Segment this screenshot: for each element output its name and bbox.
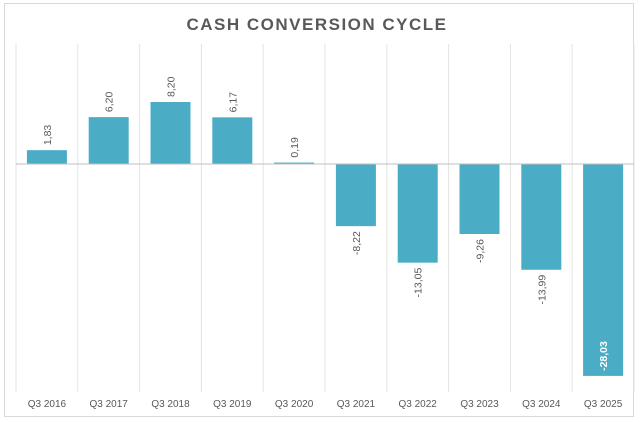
x-tick-label: Q3 2017: [90, 399, 129, 410]
bar: [521, 164, 562, 270]
grid-layer: [15, 44, 635, 392]
bar: [274, 162, 315, 165]
x-tick-label: Q3 2016: [28, 399, 67, 410]
x-tick-label: Q3 2018: [151, 399, 190, 410]
x-tick-label: Q3 2021: [337, 399, 376, 410]
x-tick-label: Q3 2022: [399, 399, 438, 410]
chart-title: CASH CONVERSION CYCLE: [186, 15, 447, 34]
x-tick-label: Q3 2020: [275, 399, 314, 410]
data-label: 8,20: [166, 76, 178, 97]
data-label: -9,26: [475, 239, 487, 263]
bar: [583, 164, 624, 376]
bar: [397, 164, 438, 263]
data-label: 1,83: [42, 125, 54, 146]
data-label-layer: 1,83 6,20 8,20 6,17 0,19 -8,22 -13,05 -9,26 -13,…: [42, 76, 610, 370]
x-tick-label: Q3 2023: [460, 399, 499, 410]
data-label: 6,17: [227, 92, 239, 113]
data-label: -13,05: [413, 268, 425, 298]
data-label: -13,99: [536, 275, 548, 305]
data-label: 6,20: [104, 92, 116, 113]
bar: [212, 117, 253, 164]
x-tick-label: Q3 2019: [213, 399, 252, 410]
bar: [150, 102, 191, 164]
data-label: -28,03: [598, 341, 610, 371]
bar: [88, 117, 129, 164]
bar: [26, 150, 67, 164]
bar: [335, 164, 376, 227]
x-tick-label: Q3 2024: [522, 399, 561, 410]
x-tick-layer: Q3 2016 Q3 2017 Q3 2018 Q3 2019 Q3 2020 Q3 20…: [28, 399, 623, 410]
data-label: -8,22: [351, 231, 363, 255]
x-tick-label: Q3 2025: [584, 399, 623, 410]
bar-layer: [26, 102, 624, 376]
bar: [459, 164, 500, 235]
data-label: 0,19: [289, 137, 301, 158]
